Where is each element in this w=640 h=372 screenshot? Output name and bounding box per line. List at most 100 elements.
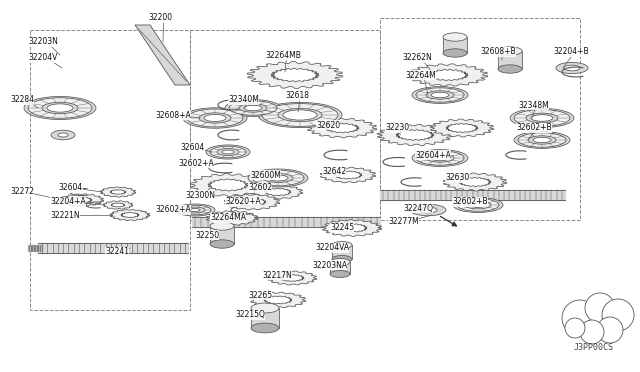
Polygon shape — [110, 190, 126, 194]
Text: J3PP00CS: J3PP00CS — [574, 343, 614, 352]
Ellipse shape — [204, 115, 226, 122]
Text: 32204VA: 32204VA — [315, 244, 349, 253]
Ellipse shape — [210, 222, 234, 230]
Polygon shape — [238, 198, 266, 206]
Polygon shape — [332, 245, 352, 259]
Text: 32215Q: 32215Q — [235, 311, 265, 320]
Ellipse shape — [526, 113, 558, 123]
Ellipse shape — [263, 173, 293, 183]
Polygon shape — [377, 124, 453, 145]
Circle shape — [602, 299, 634, 331]
Ellipse shape — [556, 62, 588, 74]
Ellipse shape — [251, 303, 279, 313]
Polygon shape — [103, 201, 133, 209]
Ellipse shape — [183, 108, 247, 128]
Ellipse shape — [42, 102, 78, 114]
Ellipse shape — [222, 150, 234, 154]
Ellipse shape — [453, 198, 503, 212]
Text: 32264M: 32264M — [405, 71, 436, 80]
Text: 32608+A: 32608+A — [155, 110, 191, 119]
Text: 32608+B: 32608+B — [480, 48, 516, 57]
Ellipse shape — [262, 103, 338, 126]
Ellipse shape — [419, 207, 437, 213]
Polygon shape — [325, 123, 359, 133]
Text: 32620+A: 32620+A — [225, 198, 260, 206]
Text: 32203NA: 32203NA — [312, 260, 347, 269]
Ellipse shape — [251, 323, 279, 333]
Circle shape — [597, 317, 623, 343]
Text: 32265: 32265 — [248, 291, 272, 299]
Polygon shape — [428, 70, 468, 81]
Ellipse shape — [330, 259, 350, 266]
Polygon shape — [60, 194, 104, 206]
Ellipse shape — [426, 154, 454, 162]
Ellipse shape — [278, 108, 322, 122]
Polygon shape — [250, 292, 306, 308]
Text: 32618: 32618 — [285, 92, 309, 100]
Polygon shape — [72, 197, 92, 203]
Polygon shape — [121, 212, 139, 218]
Ellipse shape — [190, 208, 200, 212]
Polygon shape — [330, 262, 350, 274]
Text: 32221N: 32221N — [50, 211, 79, 219]
Polygon shape — [111, 203, 125, 207]
Ellipse shape — [24, 96, 96, 119]
Text: 32620: 32620 — [316, 121, 340, 129]
Ellipse shape — [175, 204, 215, 216]
Polygon shape — [459, 177, 491, 186]
Text: 32600M: 32600M — [250, 170, 281, 180]
Polygon shape — [210, 226, 234, 244]
Ellipse shape — [412, 87, 468, 103]
Text: 32245: 32245 — [330, 224, 354, 232]
Polygon shape — [320, 167, 376, 183]
Ellipse shape — [457, 199, 499, 211]
Ellipse shape — [528, 136, 556, 144]
Text: 32602: 32602 — [248, 183, 272, 192]
Text: 32630: 32630 — [445, 173, 469, 183]
Ellipse shape — [332, 241, 352, 248]
Ellipse shape — [239, 104, 267, 112]
Text: 32264MA: 32264MA — [210, 214, 246, 222]
Text: 32230: 32230 — [385, 124, 409, 132]
Ellipse shape — [465, 201, 491, 209]
Text: 32604: 32604 — [58, 183, 83, 192]
Bar — [30, 30, 190, 310]
Ellipse shape — [185, 207, 205, 213]
Ellipse shape — [330, 270, 350, 278]
Ellipse shape — [510, 108, 574, 128]
Ellipse shape — [531, 115, 553, 121]
Ellipse shape — [58, 133, 68, 137]
Polygon shape — [100, 187, 136, 197]
Polygon shape — [110, 209, 150, 221]
Ellipse shape — [416, 88, 464, 102]
Ellipse shape — [47, 104, 73, 112]
Text: 32264MB: 32264MB — [265, 51, 301, 60]
Text: 32348M: 32348M — [518, 100, 548, 109]
Ellipse shape — [51, 130, 75, 140]
Ellipse shape — [518, 133, 566, 147]
Ellipse shape — [498, 65, 522, 73]
Ellipse shape — [206, 145, 250, 159]
Text: 32250: 32250 — [195, 231, 219, 240]
Ellipse shape — [431, 92, 449, 98]
Polygon shape — [337, 224, 367, 232]
Ellipse shape — [332, 256, 352, 263]
Text: 32241: 32241 — [105, 247, 129, 257]
Text: 32300N: 32300N — [185, 190, 215, 199]
Ellipse shape — [258, 102, 342, 128]
Text: 32284: 32284 — [10, 96, 34, 105]
Text: 32217N: 32217N — [262, 270, 292, 279]
Polygon shape — [265, 188, 291, 196]
Ellipse shape — [514, 110, 570, 126]
Ellipse shape — [443, 33, 467, 41]
Text: 32604: 32604 — [180, 144, 204, 153]
Text: 32604+A: 32604+A — [415, 151, 451, 160]
Circle shape — [565, 318, 585, 338]
Ellipse shape — [426, 91, 454, 99]
Ellipse shape — [410, 204, 446, 216]
Text: 32200: 32200 — [148, 13, 172, 22]
Polygon shape — [247, 61, 343, 89]
Ellipse shape — [179, 205, 211, 215]
Polygon shape — [322, 219, 382, 236]
Ellipse shape — [28, 98, 92, 118]
